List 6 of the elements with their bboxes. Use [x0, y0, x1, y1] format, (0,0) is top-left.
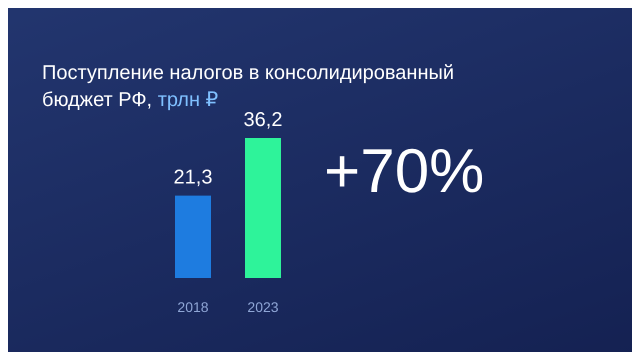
text: +70%: [324, 136, 484, 207]
x-tick-label: 2023: [247, 298, 279, 315]
data-label: 36,2: [244, 109, 282, 131]
chart-subtitle: трлн ₽: [158, 89, 218, 111]
data-label: 21,3: [174, 166, 212, 189]
x-tick-label: 2018: [177, 298, 209, 315]
